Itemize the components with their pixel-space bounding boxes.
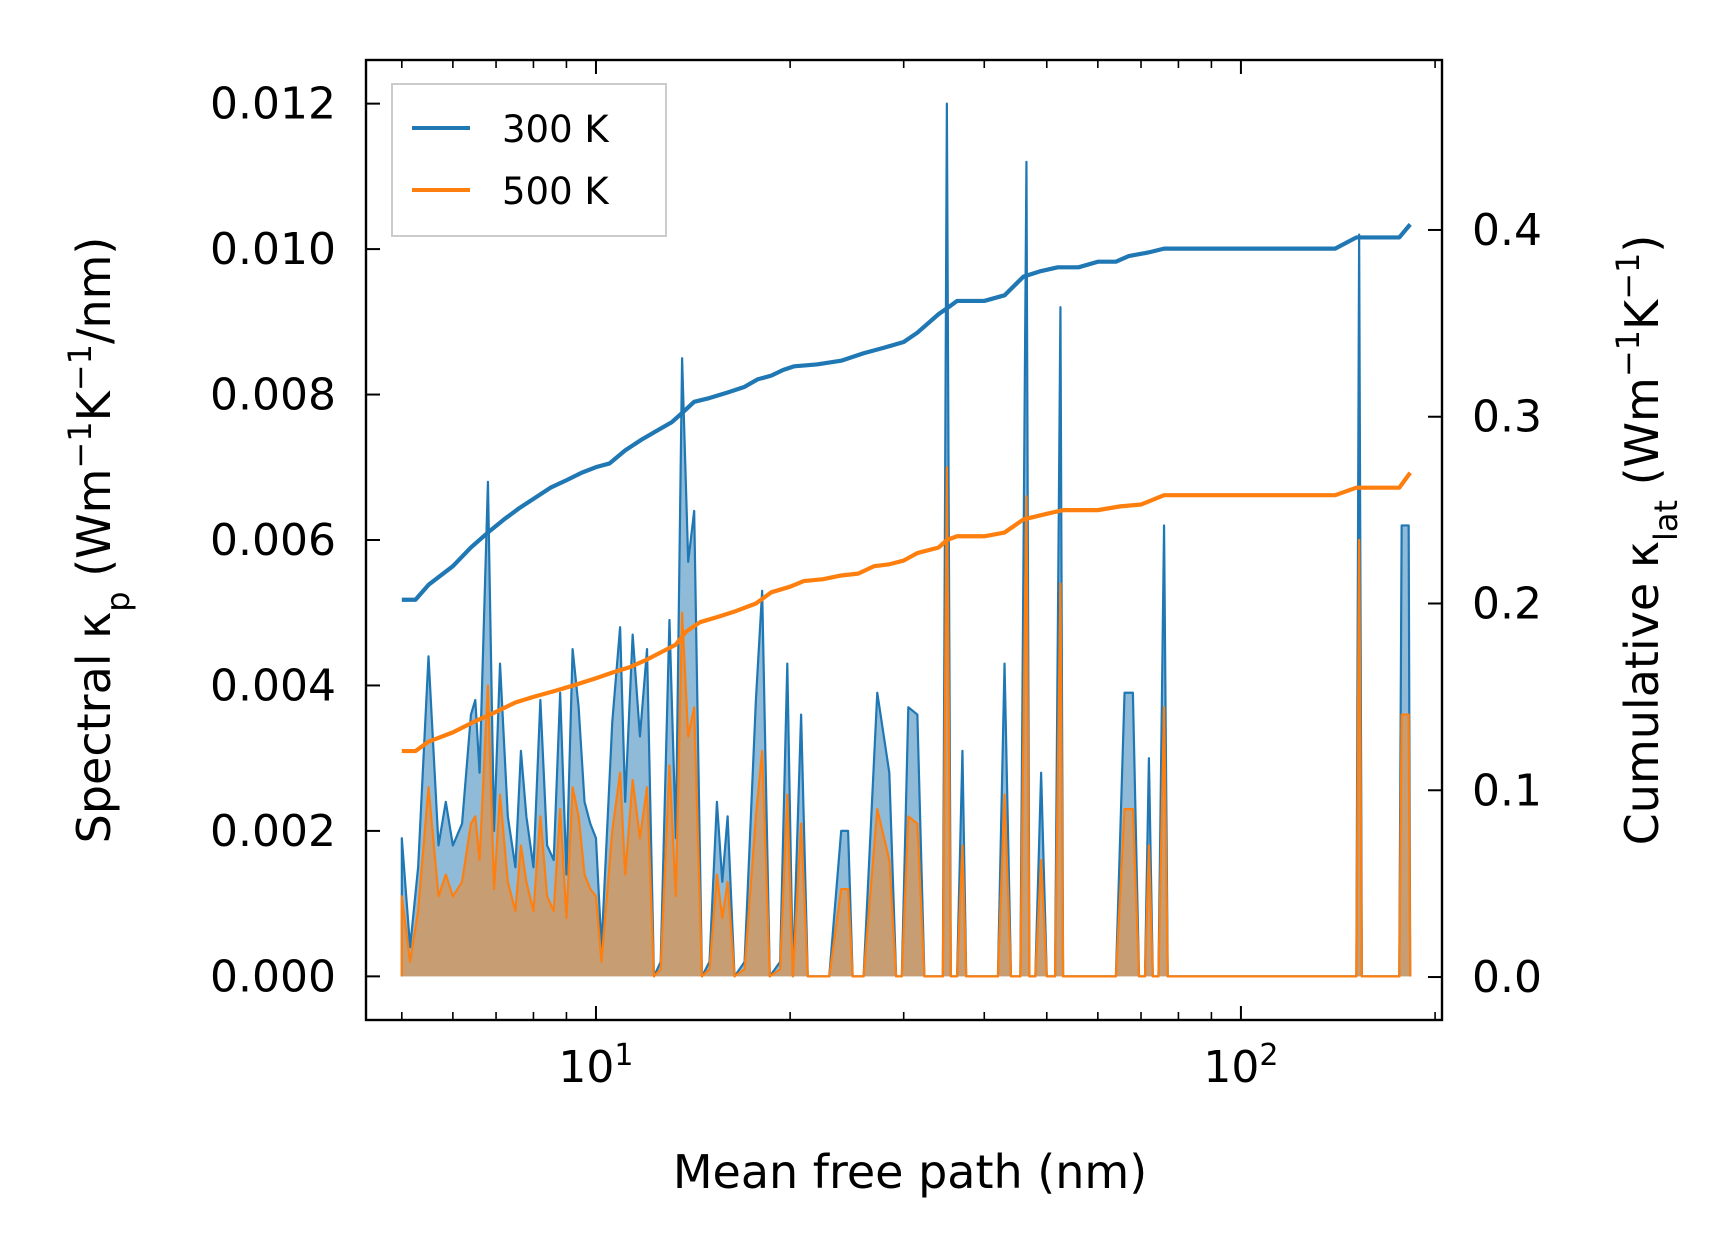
y-axis-left-label: Spectral κp (Wm−1K−1/nm) [61,237,137,844]
x-axis-label: Mean free path (nm) [673,1145,1147,1199]
y-left-tick-label: 0.006 [210,515,336,566]
cumulative-line-500k [401,471,1412,754]
cumulative-line-300k [401,223,1412,602]
y-left-tick-label: 0.008 [210,370,336,421]
legend-label-300k: 300 K [502,108,610,151]
x-tick-label: 102 [1203,1038,1278,1094]
y-left-tick-label: 0.010 [210,224,336,275]
legend-label-500k: 500 K [502,170,610,213]
legend-box [391,83,667,237]
y-left-tick-label: 0.012 [210,79,336,130]
y-left-tick-label: 0.002 [210,806,336,857]
y-right-tick-label: 0.1 [1472,765,1542,816]
y-left-tick-label: 0.004 [210,660,336,711]
y-right-tick-label: 0.0 [1472,952,1542,1003]
spectral-line-500k [400,466,1412,978]
y-left-tick-label: 0.000 [210,951,336,1002]
plot-series [400,102,1412,978]
y-right-tick-label: 0.4 [1472,205,1542,256]
y-right-tick-label: 0.3 [1472,392,1542,443]
x-tick-label: 101 [558,1038,633,1094]
y-right-tick-label: 0.2 [1472,579,1542,630]
plot-area [400,102,1412,978]
axes: 101 102 0.000 0.002 0.004 0.006 0.008 0.010 0.01… [210,58,1542,1094]
y-axis-right-label: Cumulative κlat (Wm−1K−1) [1609,235,1685,846]
legend: 300 K 500 K [391,83,667,237]
